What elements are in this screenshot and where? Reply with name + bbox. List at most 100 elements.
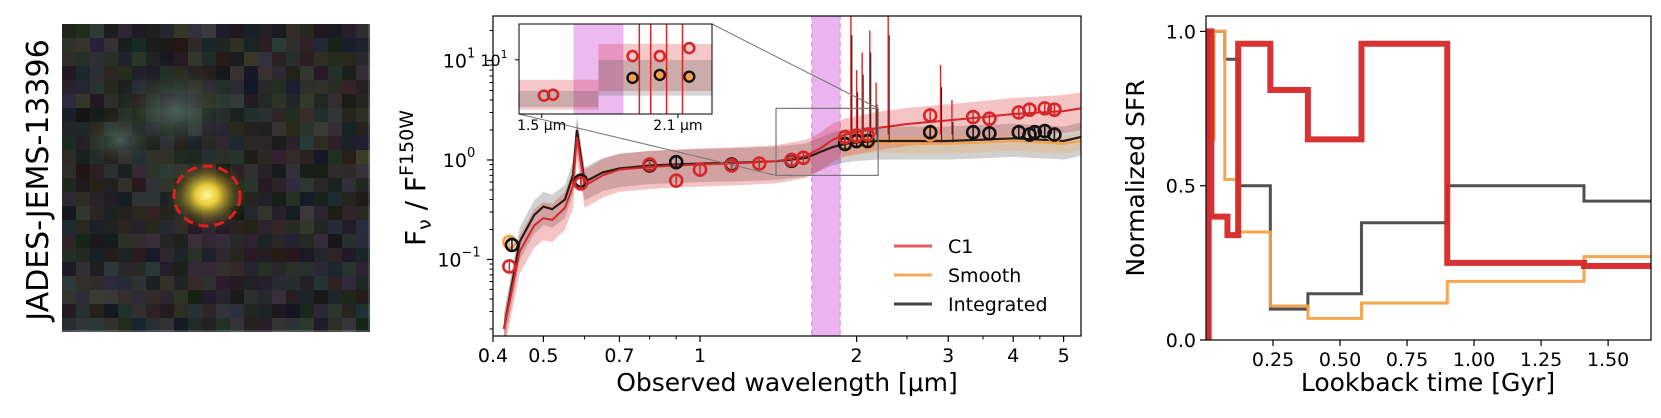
sed-legend: C1 Smooth Integrated [894, 236, 1048, 316]
image-pixel [104, 234, 118, 248]
image-pixel [62, 178, 76, 192]
image-pixel [118, 276, 132, 290]
image-pixel [230, 24, 244, 38]
image-pixel [300, 192, 314, 206]
image-pixel [146, 248, 160, 262]
integrated-photometry-point [965, 124, 981, 140]
image-pixel [76, 276, 90, 290]
image-pixel [118, 24, 132, 38]
zoom-connector-line [711, 23, 879, 109]
image-pixel [342, 248, 356, 262]
image-pixel [356, 80, 370, 94]
image-pixel [118, 318, 132, 332]
image-pixel [356, 178, 370, 192]
sed-xlabel: Observed wavelength [μm] [616, 368, 958, 397]
image-pixel [104, 276, 118, 290]
sed-xtick-label: 0.5 [528, 345, 558, 367]
image-pixel [356, 122, 370, 136]
image-pixel [314, 276, 328, 290]
legend-label-c1: C1 [948, 236, 973, 258]
image-pixel [76, 38, 90, 52]
image-pixel [272, 150, 286, 164]
image-pixel [174, 318, 188, 332]
image-pixel [314, 108, 328, 122]
image-pixel [286, 248, 300, 262]
image-pixel [188, 234, 202, 248]
image-pixel [160, 262, 174, 276]
image-pixel [328, 24, 342, 38]
sfr-axes-frame [1205, 15, 1652, 341]
c1-spectrum-line [503, 107, 1081, 330]
image-pixel [356, 24, 370, 38]
image-pixel [230, 276, 244, 290]
image-pixel [286, 192, 300, 206]
image-pixel [328, 150, 342, 164]
image-pixel [342, 276, 356, 290]
image-pixel [286, 206, 300, 220]
image-pixel [104, 304, 118, 318]
image-pixel [314, 206, 328, 220]
image-pixel [202, 38, 216, 52]
galaxy-id-label: JADES-JEMS-13396 [21, 39, 56, 322]
image-pixel [258, 24, 272, 38]
image-pixel [118, 52, 132, 66]
image-pixel [356, 136, 370, 150]
image-pixel [104, 52, 118, 66]
image-pixel [342, 52, 356, 66]
image-pixel [272, 80, 286, 94]
image-pixel [90, 164, 104, 178]
image-pixel [104, 220, 118, 234]
image-pixel [230, 38, 244, 52]
image-pixel [90, 80, 104, 94]
image-pixel [160, 248, 174, 262]
image-pixel [258, 178, 272, 192]
image-pixel [216, 24, 230, 38]
image-pixel [314, 136, 328, 150]
image-pixel [328, 248, 342, 262]
image-pixel [132, 248, 146, 262]
image-pixel [118, 38, 132, 52]
image-pixel [62, 94, 76, 108]
image-pixel [118, 290, 132, 304]
integrated-photometry-point [1047, 127, 1062, 142]
image-pixel [216, 38, 230, 52]
image-pixel [356, 262, 370, 276]
image-pixel [90, 304, 104, 318]
sed-axes-frame [492, 15, 1082, 337]
image-pixel [118, 178, 132, 192]
c1-photometry-point [668, 173, 684, 188]
image-pixel [328, 52, 342, 66]
image-pixel [202, 290, 216, 304]
sed-xtick-label: 1 [694, 345, 706, 367]
image-pixel [188, 38, 202, 52]
image-pixel [328, 290, 342, 304]
image-pixel [300, 262, 314, 276]
image-pixel [76, 220, 90, 234]
image-pixel [146, 318, 160, 332]
image-pixel [118, 206, 132, 220]
image-pixel [76, 178, 90, 192]
image-pixel [174, 276, 188, 290]
smooth-photometry-point [502, 234, 517, 250]
image-pixel [62, 80, 76, 94]
image-pixel [104, 318, 118, 332]
image-pixel [202, 318, 216, 332]
image-pixel [132, 192, 146, 206]
image-pixel [258, 80, 272, 94]
image-pixel [286, 108, 300, 122]
image-pixel [202, 24, 216, 38]
sfr-xtick-label: 0.75 [1386, 349, 1428, 371]
zoom-connector-line [518, 113, 777, 176]
sed-ylabel: Fν / FF150W [396, 110, 436, 246]
image-pixel [62, 304, 76, 318]
image-pixel [90, 52, 104, 66]
image-pixel [272, 192, 286, 206]
sfr-xtick-label: 1.00 [1453, 349, 1495, 371]
image-pixel [132, 276, 146, 290]
image-pixel [314, 304, 328, 318]
image-pixel [118, 234, 132, 248]
image-pixel [188, 290, 202, 304]
image-pixel [174, 234, 188, 248]
image-pixel [300, 108, 314, 122]
image-pixel [356, 276, 370, 290]
